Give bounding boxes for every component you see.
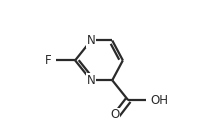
Text: O: O: [110, 108, 120, 121]
Text: OH: OH: [150, 94, 168, 107]
Text: F: F: [45, 54, 52, 67]
Text: N: N: [87, 74, 95, 87]
Text: N: N: [87, 34, 95, 47]
